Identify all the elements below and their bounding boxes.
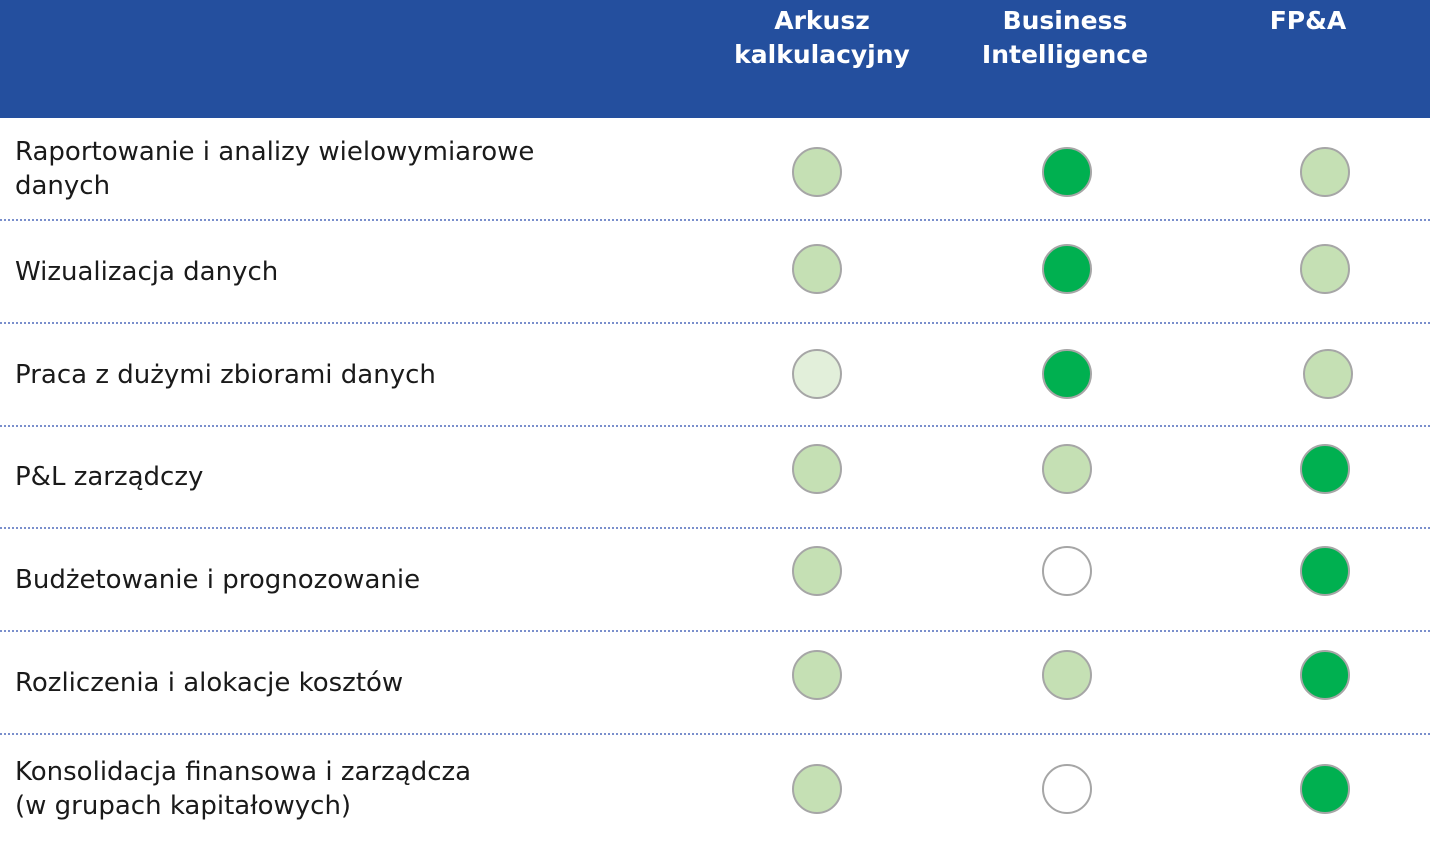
rating-circle-icon-fpa	[1300, 243, 1350, 294]
column-header-fpa: FP&A	[1269, 6, 1347, 35]
rating-circle-icon-business-intelligence	[1042, 243, 1092, 294]
column-header-spreadsheet: Arkusz kalkulacyjny	[734, 6, 910, 69]
row-label: Konsolidacja finansowa i zarządcza (w gr…	[15, 756, 472, 821]
rating-circle-icon-business-intelligence	[1042, 348, 1092, 399]
rating-circle-icon-spreadsheet	[792, 545, 842, 596]
row-label: Budżetowanie i prognozowanie	[15, 564, 421, 595]
table-header: Arkusz kalkulacyjny Business Intelligenc…	[0, 0, 1430, 118]
rating-circle-icon-fpa	[1300, 545, 1350, 596]
rating-circle-icon-fpa	[1300, 444, 1350, 494]
rating-circle-icon-fpa	[1300, 146, 1350, 197]
row-label: P&L zarządczy	[15, 462, 204, 492]
rating-circle-icon-spreadsheet	[792, 649, 842, 700]
rating-circle-icon-fpa	[1303, 348, 1353, 399]
rating-circle-icon-business-intelligence	[1042, 444, 1092, 494]
rating-circle-icon-business-intelligence	[1042, 146, 1092, 197]
rating-circle-icon-spreadsheet	[792, 146, 842, 197]
row-label: Raportowanie i analizy wielowymiarowe da…	[15, 136, 535, 201]
table-row: Konsolidacja finansowa i zarządcza (w gr…	[0, 735, 1430, 842]
rating-circle-icon-business-intelligence	[1042, 763, 1092, 814]
rating-circle-icon-business-intelligence	[1042, 545, 1092, 596]
rating-circle-icon-spreadsheet	[792, 243, 842, 294]
rating-circle-icon-fpa	[1300, 763, 1350, 814]
rating-circle-icon-spreadsheet	[792, 348, 842, 399]
row-label: Wizualizacja danych	[15, 256, 279, 287]
rating-circle-icon-spreadsheet	[792, 763, 842, 814]
table-row: Rozliczenia i alokacje kosztów	[0, 632, 1430, 735]
rating-circle-icon-fpa	[1300, 649, 1350, 700]
rating-circle-icon-business-intelligence	[1042, 649, 1092, 700]
table-row: P&L zarządczy	[0, 427, 1430, 529]
table-row: Wizualizacja danych	[0, 221, 1430, 324]
row-label: Praca z dużymi zbiorami danych	[15, 359, 436, 390]
rating-circle-icon-spreadsheet	[792, 444, 842, 494]
table-row: Praca z dużymi zbiorami danych	[0, 324, 1430, 427]
table-row: Budżetowanie i prognozowanie	[0, 529, 1430, 632]
table-row: Raportowanie i analizy wielowymiarowe da…	[0, 118, 1430, 221]
row-label: Rozliczenia i alokacje kosztów	[15, 667, 404, 698]
column-header-business-intelligence: Business Intelligence	[981, 6, 1149, 69]
